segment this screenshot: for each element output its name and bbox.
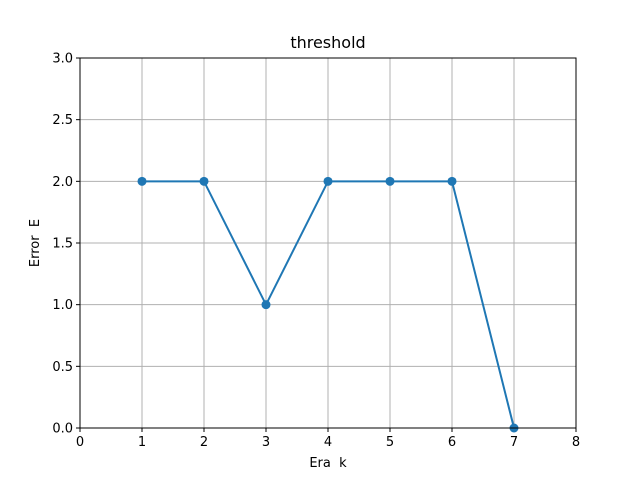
y-tick-label: 2.5 bbox=[52, 113, 73, 128]
axis-ticks: 0 1 2 3 4 5 6 7 8 0.0 0.5 1.0 1.5 2.0 2.5 3.0 bbox=[52, 52, 580, 451]
y-tick-label: 0.0 bbox=[52, 422, 73, 437]
data-point bbox=[385, 176, 395, 186]
x-tick-label: 0 bbox=[76, 435, 84, 450]
series-group bbox=[137, 176, 519, 433]
x-tick-label: 4 bbox=[324, 435, 332, 450]
y-tick-label: 0.5 bbox=[52, 360, 73, 375]
y-axis-title: Error E bbox=[28, 219, 43, 267]
x-tick-label: 2 bbox=[200, 435, 208, 450]
x-tick-label: 6 bbox=[448, 435, 456, 450]
data-point bbox=[137, 176, 147, 186]
data-point bbox=[199, 176, 209, 186]
x-tick-label: 3 bbox=[262, 435, 270, 450]
x-axis-title: Era k bbox=[309, 456, 347, 471]
y-tick-label: 1.5 bbox=[52, 237, 73, 252]
grid bbox=[79, 57, 577, 429]
x-tick-label: 5 bbox=[386, 435, 394, 450]
y-tick-label: 2.0 bbox=[52, 175, 73, 190]
x-tick-label: 1 bbox=[138, 435, 146, 450]
data-point bbox=[447, 176, 457, 186]
data-point bbox=[323, 176, 333, 186]
x-tick-label: 8 bbox=[572, 435, 580, 450]
chart-title: threshold bbox=[290, 33, 365, 52]
y-tick-label: 3.0 bbox=[52, 52, 73, 67]
plot-frame bbox=[79, 57, 577, 429]
x-tick-label: 7 bbox=[510, 435, 518, 450]
data-point bbox=[261, 300, 271, 310]
y-tick-label: 1.0 bbox=[52, 298, 73, 313]
